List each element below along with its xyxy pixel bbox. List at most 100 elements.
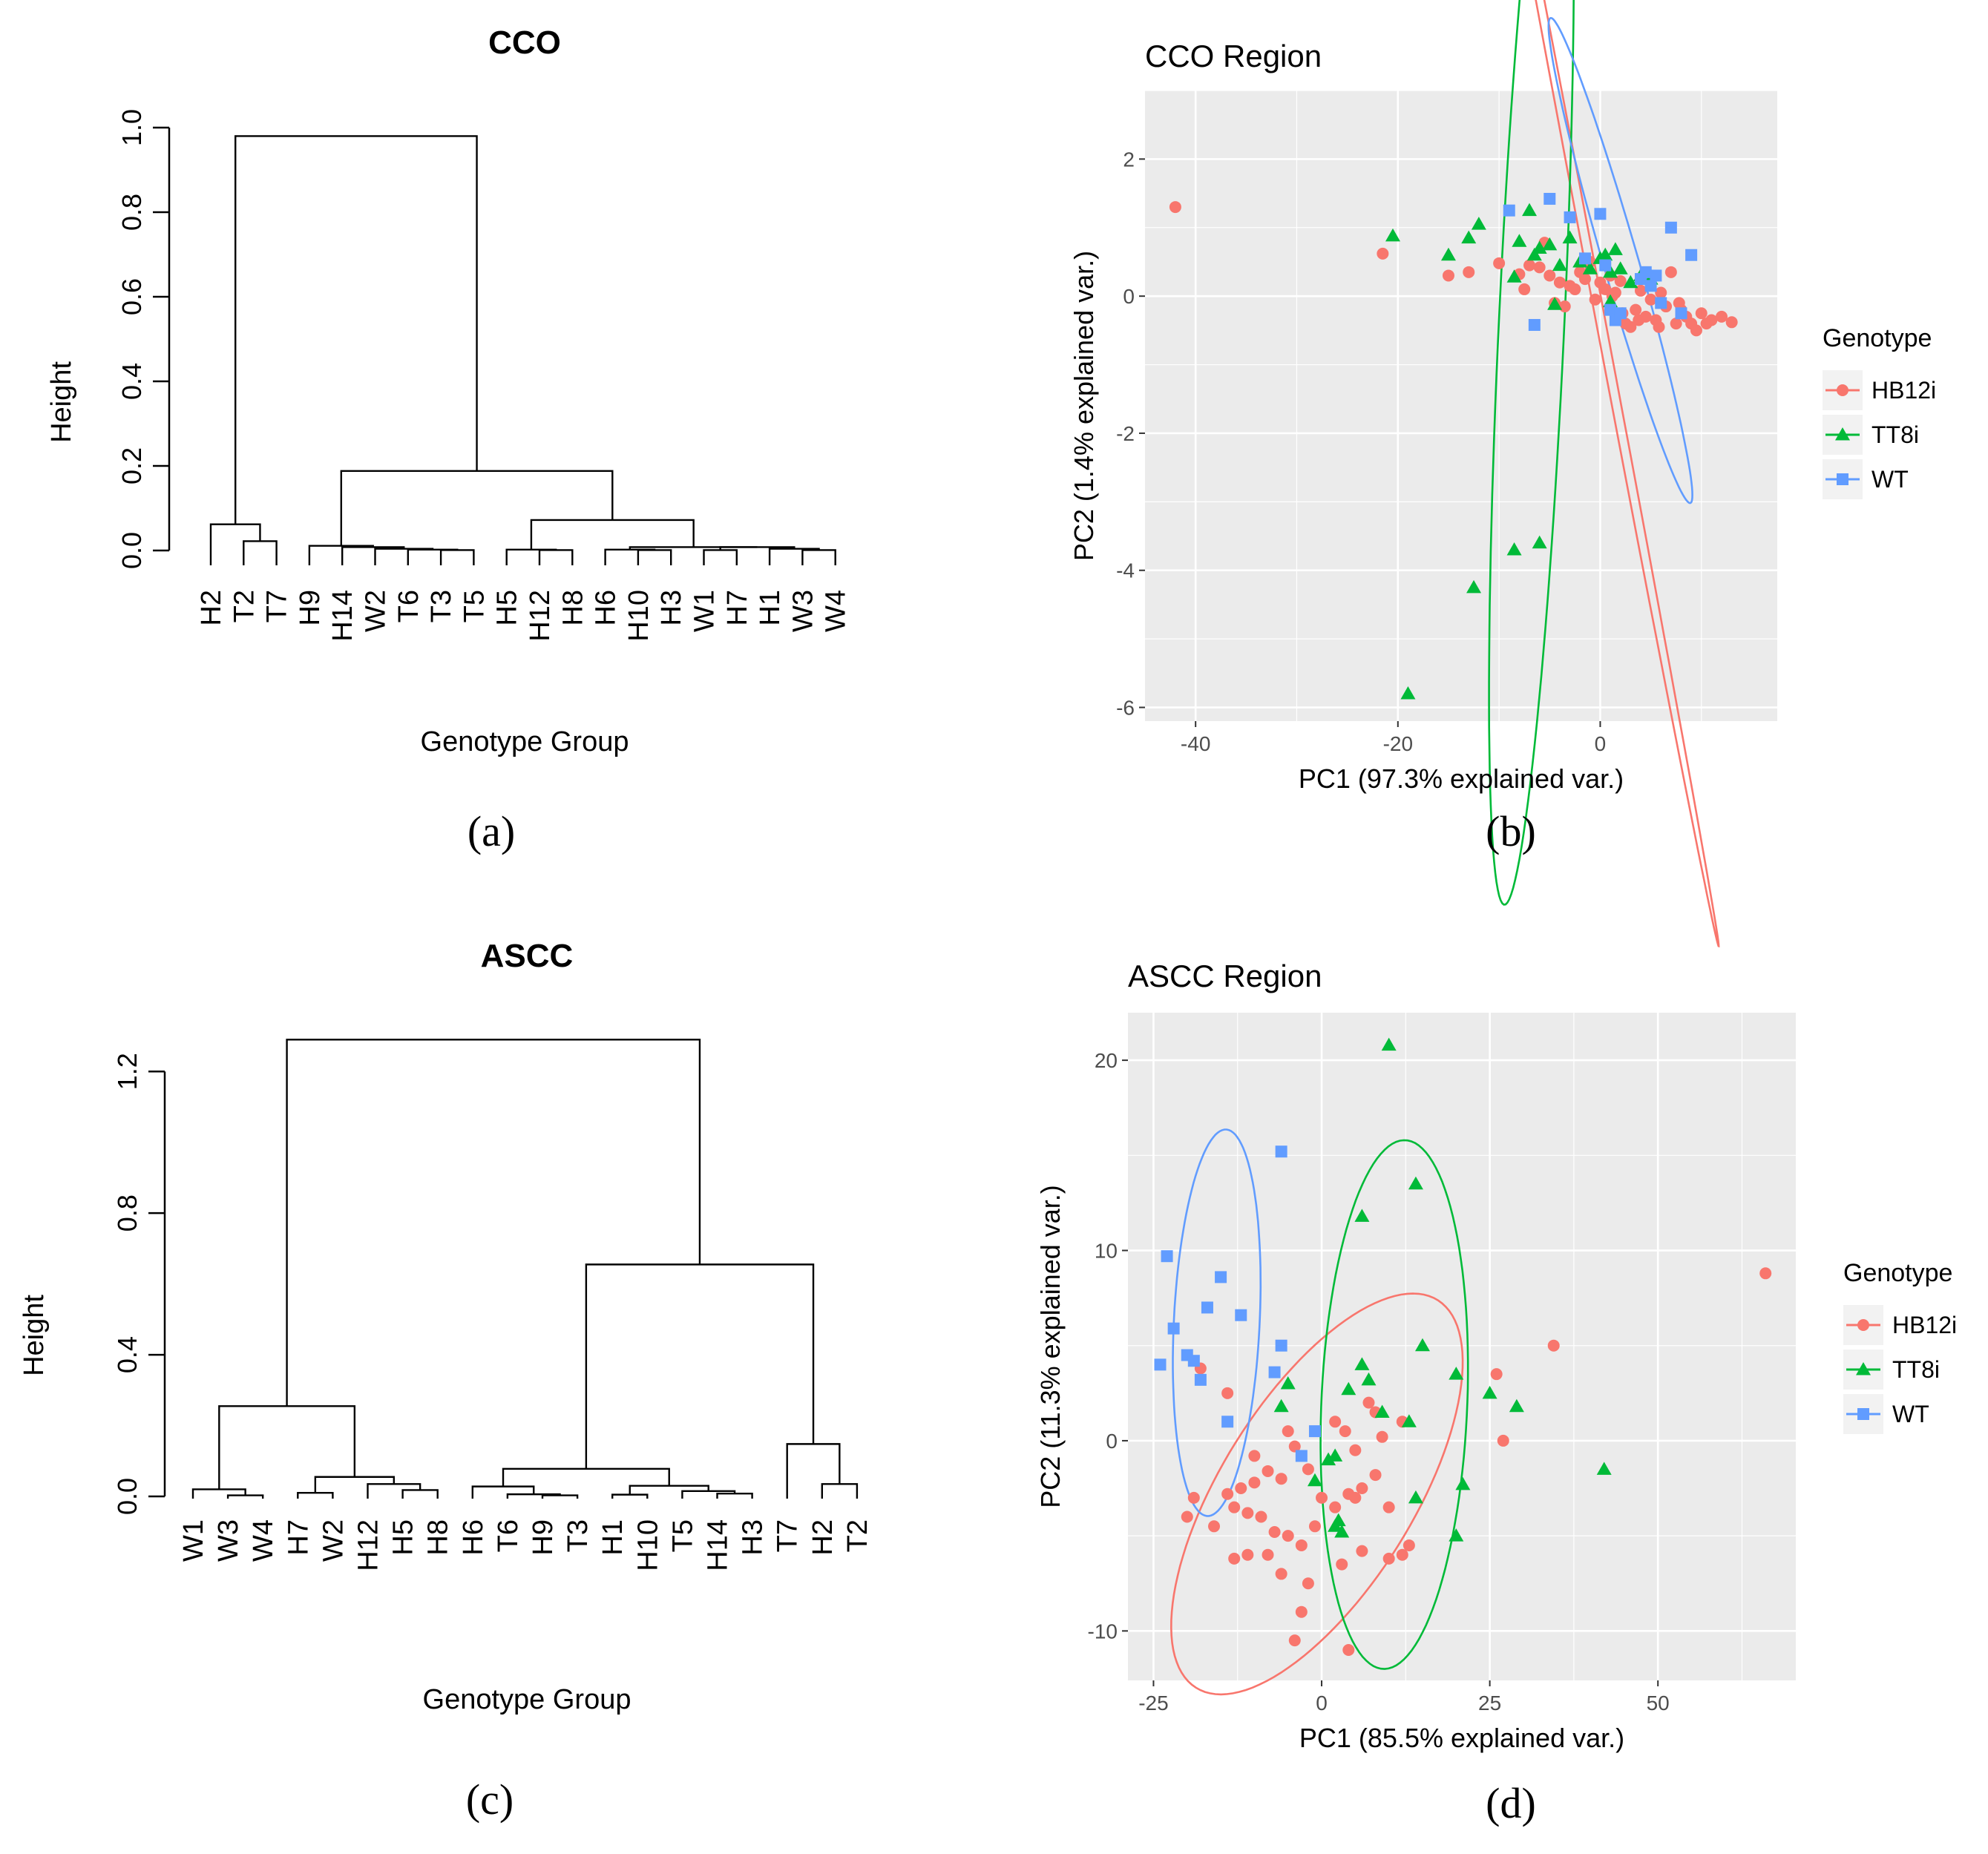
dendrogram-link bbox=[541, 1494, 579, 1499]
point-hb12i bbox=[1725, 316, 1738, 329]
point-hb12i bbox=[1518, 283, 1531, 295]
dendrogram-a-tree bbox=[209, 135, 836, 565]
point-tt8i bbox=[1512, 234, 1527, 247]
point-hb12i bbox=[1268, 1526, 1281, 1538]
pca-d-ellipses bbox=[1169, 1128, 1469, 1696]
legend-title: Genotype bbox=[1823, 324, 1932, 352]
point-hb12i bbox=[1221, 1387, 1234, 1399]
point-tt8i bbox=[1408, 1490, 1423, 1504]
y-tick-label: 0 bbox=[1123, 285, 1135, 308]
dendrogram-c-leaf-labels: W1 W3 W4 H7 W2 H12 H5 H8 H6 T6 H9 T3 H1 H10 T5 H14 H3 T7 H… bbox=[178, 1519, 873, 1571]
cco-dendrogram: CCO 0.0 0.2 0.4 0.6 0.8 1.0 H2 T2 T7 H9 H14 W2 T6 T3… bbox=[46, 24, 852, 855]
point-tt8i bbox=[1307, 1473, 1322, 1487]
point-hb12i bbox=[1295, 1539, 1308, 1551]
point-hb12i bbox=[1759, 1267, 1772, 1280]
point-hb12i bbox=[1382, 1552, 1395, 1565]
leaf-label: W2 bbox=[361, 590, 392, 632]
leaf-label: H2 bbox=[807, 1519, 839, 1556]
point-tt8i bbox=[1596, 1462, 1612, 1475]
point-hb12i bbox=[1248, 1450, 1261, 1462]
point-hb12i bbox=[1490, 1368, 1503, 1381]
point-tt8i bbox=[1526, 247, 1542, 261]
point-hb12i bbox=[1653, 320, 1665, 333]
point-wt bbox=[1187, 1355, 1200, 1367]
y-tick-label: -10 bbox=[1088, 1620, 1118, 1643]
leaf-label: H8 bbox=[557, 590, 588, 626]
leaf-label: H12 bbox=[353, 1519, 384, 1571]
ascc-region-pca: ASCC Region -25 0 25 50 -10 0 10 20 PC1 (85.5% … bbox=[1035, 959, 1957, 1827]
point-wt bbox=[1194, 1373, 1207, 1386]
point-wt bbox=[1675, 307, 1687, 320]
point-tt8i bbox=[1354, 1357, 1370, 1370]
ellipse-tt8i bbox=[1319, 1139, 1469, 1670]
point-hb12i bbox=[1316, 1491, 1328, 1504]
point-tt8i bbox=[1482, 1385, 1497, 1399]
point-wt bbox=[1664, 221, 1677, 234]
leaf-label: H1 bbox=[755, 590, 786, 626]
point-tt8i bbox=[1532, 535, 1547, 549]
point-tt8i bbox=[1280, 1376, 1296, 1390]
legend-marker-hb12i bbox=[1857, 1319, 1869, 1331]
leaf-label: T7 bbox=[772, 1519, 804, 1552]
dendrogram-a-leaf-labels: H2 T2 T7 H9 H14 W2 T6 T3 T5 H5 H12 H8 H6 H10 H3 W1 H7 H1 W… bbox=[196, 590, 852, 642]
point-hb12i bbox=[1295, 1605, 1308, 1618]
dendrogram-link bbox=[506, 1493, 561, 1499]
legend-marker-tt8i bbox=[1856, 1362, 1871, 1375]
point-tt8i bbox=[1449, 1528, 1464, 1542]
point-wt bbox=[1235, 1309, 1247, 1321]
legend-marker-wt bbox=[1837, 473, 1848, 485]
y-tick-label: 0.2 bbox=[117, 447, 147, 484]
point-hb12i bbox=[1248, 1476, 1261, 1489]
point-hb12i bbox=[1349, 1491, 1362, 1504]
leaf-label: T6 bbox=[393, 590, 424, 622]
point-hb12i bbox=[1349, 1444, 1362, 1456]
y-tick-label: 0.0 bbox=[112, 1478, 142, 1515]
point-wt bbox=[1275, 1145, 1287, 1158]
x-tick-label: -25 bbox=[1138, 1692, 1168, 1715]
point-wt bbox=[1604, 303, 1617, 316]
dendrogram-link bbox=[234, 135, 478, 525]
point-wt bbox=[1154, 1358, 1167, 1371]
panel-label-c: (c) bbox=[466, 1775, 514, 1824]
leaf-label: H5 bbox=[388, 1519, 419, 1556]
point-tt8i bbox=[1408, 1176, 1423, 1190]
point-wt bbox=[1275, 1339, 1287, 1352]
point-wt bbox=[1503, 204, 1515, 217]
pca-d-legend: Genotype HB12i TT8i WT bbox=[1843, 1259, 1957, 1434]
point-hb12i bbox=[1356, 1482, 1368, 1495]
point-tt8i bbox=[1471, 217, 1486, 230]
ellipse-wt bbox=[1172, 1128, 1262, 1517]
point-hb12i bbox=[1547, 1339, 1560, 1352]
point-hb12i bbox=[1569, 283, 1581, 295]
dendrogram-link bbox=[297, 1492, 334, 1499]
leaf-label: H2 bbox=[196, 590, 227, 626]
point-hb12i bbox=[1670, 318, 1682, 330]
leaf-label: W1 bbox=[689, 590, 721, 632]
legend-label-tt8i: TT8i bbox=[1892, 1356, 1940, 1383]
leaf-label: T3 bbox=[562, 1519, 594, 1552]
point-tt8i bbox=[1542, 237, 1558, 251]
point-tt8i bbox=[1414, 1338, 1430, 1352]
ascc-dendrogram: ASCC 0.00.40.81.2 W1 W3 W4 H7 W2 H12 H5 H8 H6 T6 H… bbox=[19, 938, 873, 1824]
point-hb12i bbox=[1630, 303, 1642, 316]
legend-marker-hb12i bbox=[1837, 384, 1848, 396]
leaf-label: T7 bbox=[262, 590, 293, 622]
point-tt8i bbox=[1598, 247, 1613, 261]
y-tick-label: 0.0 bbox=[117, 532, 147, 569]
leaf-label: T3 bbox=[426, 590, 457, 622]
point-wt bbox=[1578, 252, 1591, 265]
point-wt bbox=[1655, 297, 1667, 309]
pca-d-gridlines bbox=[1128, 1013, 1796, 1680]
legend-marker-wt bbox=[1857, 1408, 1869, 1420]
leaf-label: W4 bbox=[821, 590, 852, 632]
point-hb12i bbox=[1329, 1416, 1342, 1428]
point-hb12i bbox=[1664, 266, 1677, 278]
point-tt8i bbox=[1401, 1414, 1417, 1427]
legend-label-wt: WT bbox=[1892, 1401, 1929, 1427]
point-hb12i bbox=[1403, 1539, 1415, 1551]
leaf-label: H6 bbox=[591, 590, 622, 626]
y-tick-label: 1.2 bbox=[112, 1053, 142, 1090]
point-hb12i bbox=[1302, 1463, 1314, 1476]
leaf-label: H1 bbox=[597, 1519, 629, 1556]
dendrogram-a-xlabel: Genotype Group bbox=[421, 726, 629, 757]
